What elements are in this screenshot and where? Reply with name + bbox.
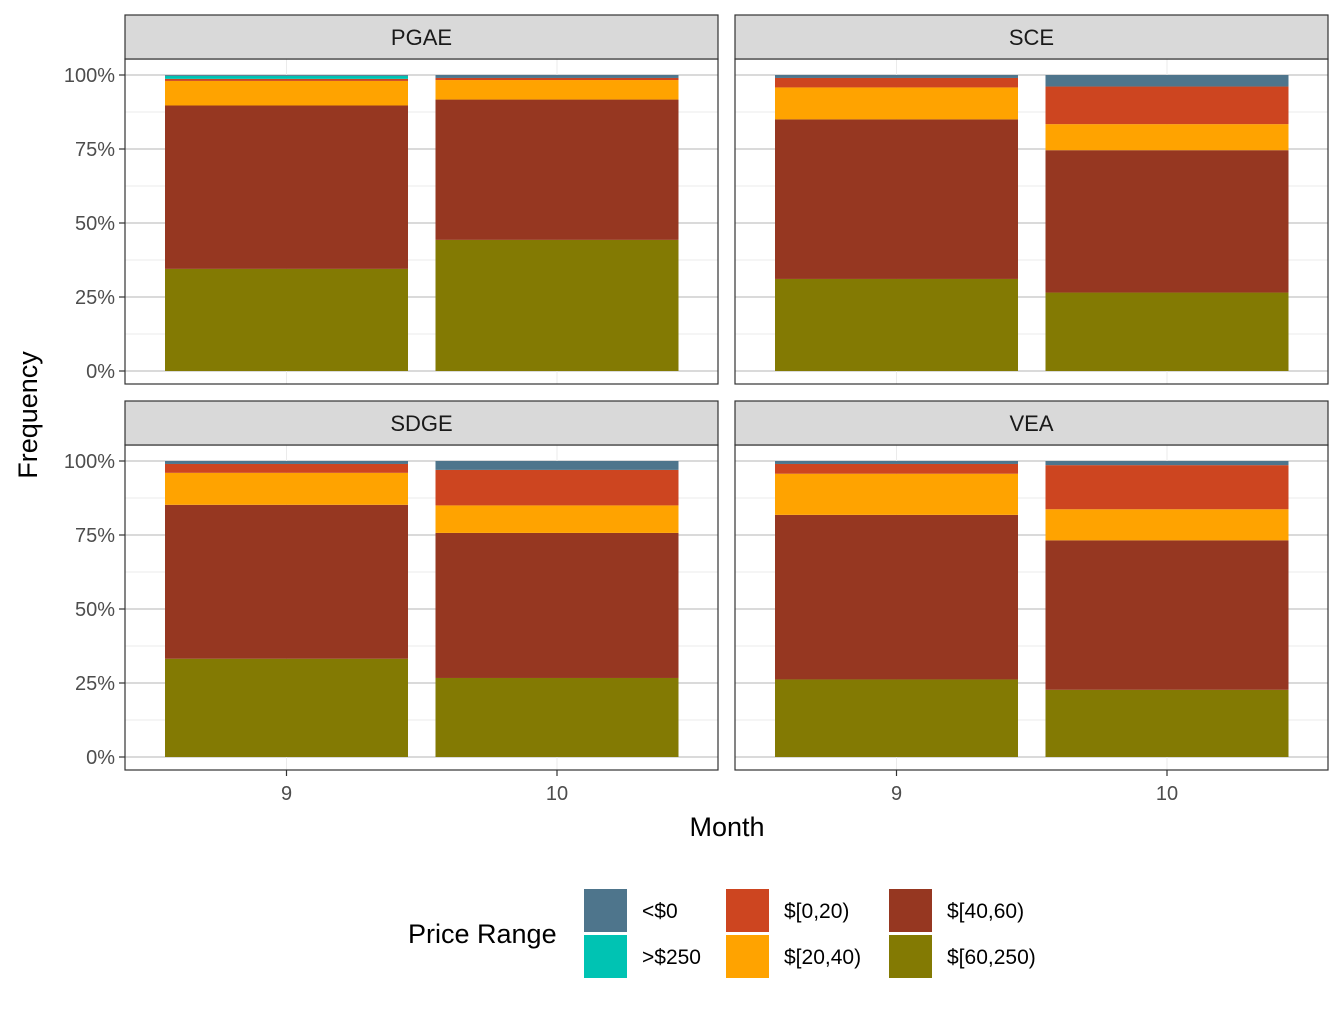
bar-segment-vea-9-60-250 [775,679,1018,757]
y-tick-label: 75% [75,525,115,547]
bar-segment-vea-10-20-40 [1045,509,1289,541]
facet-strip [734,400,1329,446]
bar-segment-sdge-9-20-40 [165,472,408,505]
legend-key [889,889,932,932]
bar-segment-sdge-9-0-20 [165,463,408,473]
bar-segment-sce-10-60-250 [1045,292,1289,371]
bar-segment-pgae-9-250 [165,75,408,79]
y-tick-label: 0% [86,747,115,769]
bar-segment-pgae-10-60-250 [435,239,679,371]
legend: <$0 >$250 $[0,20) $[20,40) $[40,60) $[60,250) [584,889,1036,978]
bar-segment-pgae-9-0-20 [165,78,408,81]
bar-segment-sdge-9-0 [165,461,408,464]
bar-segment-sdge-9-60-250 [165,658,408,757]
facet-strip [734,14,1329,60]
legend-label: <$0 [642,900,678,923]
y-axis-title: Frequency [13,351,43,479]
x-tick-label: 9 [281,783,292,805]
y-tick-label: 100% [64,451,115,473]
legend-label: $[40,60) [947,900,1024,923]
legend-key [584,935,627,978]
bar-segment-sce-9-60-250 [775,278,1018,371]
bar-segment-sdge-10-40-60 [435,532,679,678]
legend-item-20-40: $[20,40) [726,935,861,978]
legend-key [584,889,627,932]
bar-segment-sce-9-0-20 [775,77,1018,88]
facet-label-pgae: PGAE [391,25,452,50]
x-axis-sdge: 9 10 [281,770,568,805]
y-tick-label: 100% [64,65,115,87]
x-axes-layer: 9 10 9 10 [281,770,1178,805]
y-axis-pgae: 0% 25% 50% 75% 100% [64,65,125,383]
y-tick-label: 25% [75,287,115,309]
y-tick-label: 75% [75,139,115,161]
bar-segment-pgae-9-60-250 [165,268,408,371]
bar-segment-pgae-9-40-60 [165,105,408,269]
bar-segment-sce-9-0 [775,75,1018,78]
bar-segment-sdge-10-60-250 [435,677,679,757]
bar-segment-sce-10-40-60 [1045,150,1289,293]
bar-segment-sce-9-40-60 [775,119,1018,279]
x-tick-label: 10 [1156,783,1178,805]
panel-vea: VEA [734,400,1329,771]
bar-segment-vea-10-0-20 [1045,465,1289,510]
x-tick-label: 10 [546,783,568,805]
bar-segment-vea-10-40-60 [1045,540,1289,690]
x-axis-title: Month [689,812,764,842]
bar-segment-pgae-10-0-20 [435,77,679,81]
legend-label: $[0,20) [784,900,849,923]
y-tick-label: 0% [86,361,115,383]
bar-segment-vea-9-20-40 [775,473,1018,515]
legend-label: >$250 [642,946,701,969]
legend-item-0: <$0 [584,889,678,932]
panel-pgae: PGAE [124,14,719,385]
legend-label: $[20,40) [784,946,861,969]
bar-segment-sdge-9-40-60 [165,504,408,659]
y-tick-label: 25% [75,673,115,695]
panels-layer: PGAE SCE SDGE VEA [124,14,1329,771]
facet-label-sce: SCE [1009,25,1054,50]
legend-key [889,935,932,978]
y-tick-label: 50% [75,599,115,621]
legend-item-60-250: $[60,250) [889,935,1036,978]
panel-sdge: SDGE [124,400,719,771]
x-tick-label: 9 [891,783,902,805]
y-axes-layer: 0% 25% 50% 75% 100% 0% 25% 50% 75% 100% [64,65,125,769]
legend-item-0-20: $[0,20) [726,889,849,932]
legend-key [726,935,769,978]
bar-segment-sdge-10-0 [435,461,679,470]
y-tick-label: 50% [75,213,115,235]
bar-segment-vea-9-0-20 [775,463,1018,474]
x-axis-vea: 9 10 [891,770,1178,805]
legend-key [726,889,769,932]
bar-segment-pgae-9-0 [165,75,408,76]
legend-title: Price Range [408,919,557,949]
facet-strip [124,14,719,60]
bar-segment-vea-9-0 [775,461,1018,464]
bar-segment-pgae-10-20-40 [435,80,679,100]
bar-segment-sce-10-0-20 [1045,86,1289,125]
bar-segment-vea-10-0 [1045,461,1289,466]
bar-segment-sce-10-0 [1045,75,1289,87]
legend-label: $[60,250) [947,946,1036,969]
bar-segment-sdge-10-0-20 [435,469,679,506]
facet-label-vea: VEA [1009,411,1053,436]
bar-segment-sce-9-20-40 [775,87,1018,120]
legend-item-40-60: $[40,60) [889,889,1024,932]
bar-segment-pgae-10-40-60 [435,99,679,240]
bar-segment-vea-10-60-250 [1045,689,1289,757]
legend-item-250: >$250 [584,935,701,978]
bar-segment-sdge-10-20-40 [435,505,679,533]
bar-segment-vea-9-40-60 [775,514,1018,680]
bar-segment-pgae-9-20-40 [165,80,408,106]
facet-label-sdge: SDGE [390,411,452,436]
bar-segment-sce-10-20-40 [1045,124,1289,151]
y-axis-sdge: 0% 25% 50% 75% 100% [64,451,125,769]
bar-segment-pgae-10-0 [435,75,679,78]
facet-strip [124,400,719,446]
panel-sce: SCE [734,14,1329,385]
